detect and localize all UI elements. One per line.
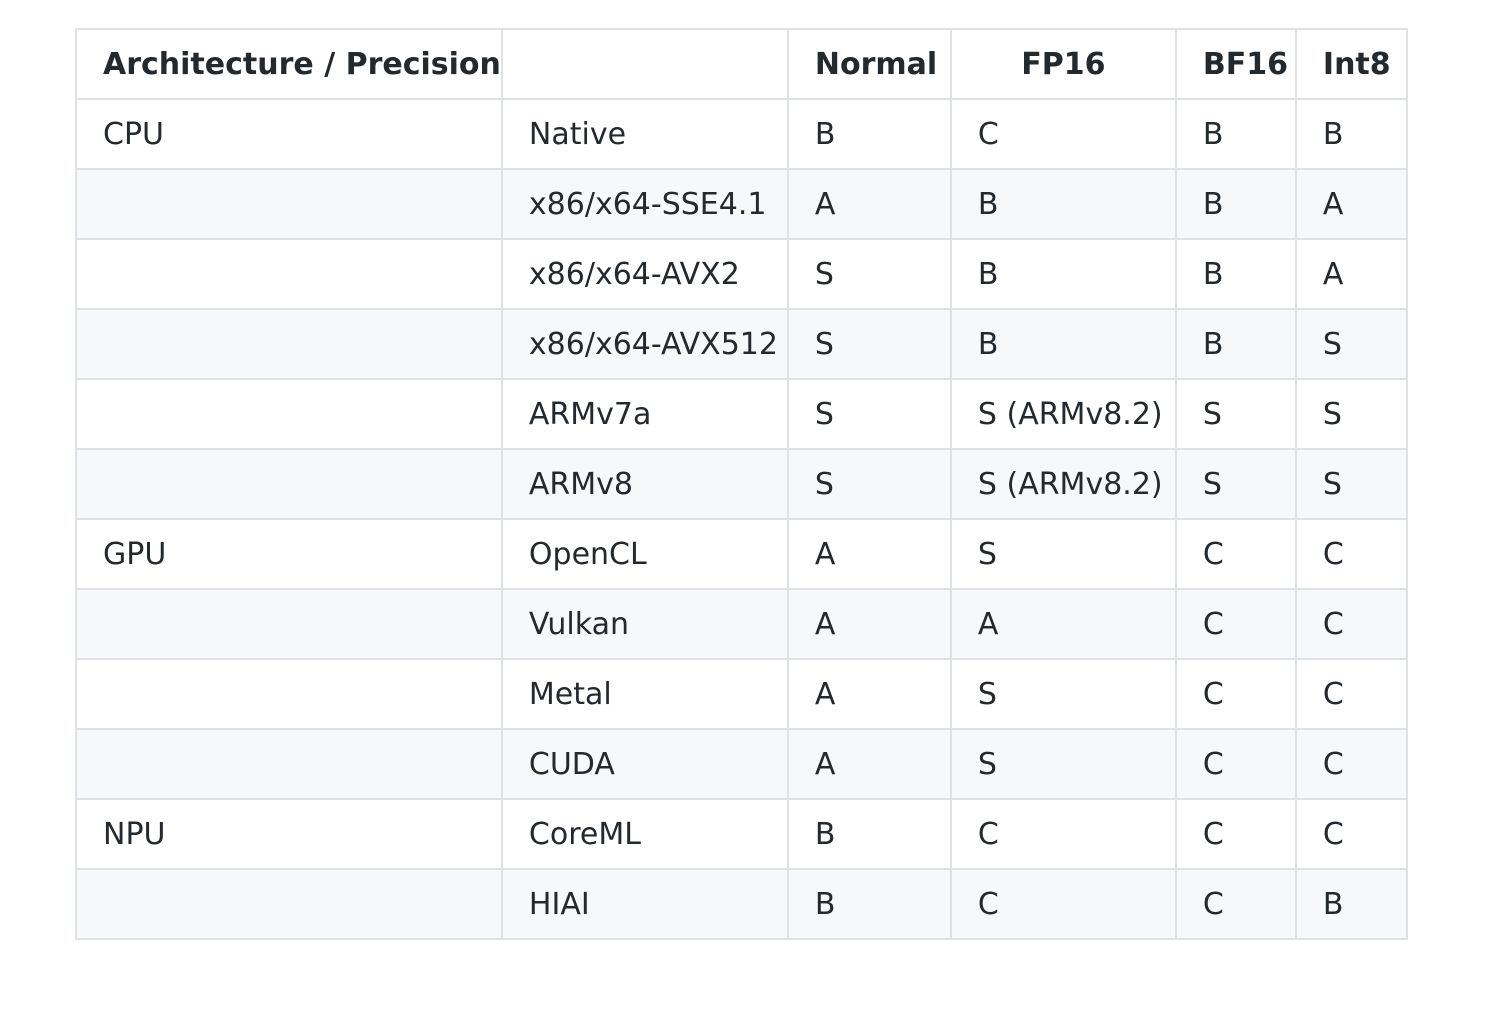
cell-bf16: B: [1174, 168, 1297, 240]
table-row: x86/x64-AVX512 S B B S: [75, 308, 1408, 380]
cell-int8: C: [1294, 588, 1408, 660]
precision-support-table: Architecture / Precision Normal FP16 BF1…: [75, 28, 1408, 940]
cell-int8: S: [1294, 448, 1408, 520]
cell-fp16: A: [949, 588, 1177, 660]
cell-fp16: S: [949, 658, 1177, 730]
cell-normal: S: [786, 378, 952, 450]
cell-normal: A: [786, 658, 952, 730]
cell-normal: A: [786, 168, 952, 240]
cell-bf16: C: [1174, 588, 1297, 660]
cell-fp16: S: [949, 728, 1177, 800]
table-row: x86/x64-SSE4.1 A B B A: [75, 168, 1408, 240]
table-row: CPU Native B C B B: [75, 98, 1408, 170]
cell-backend: ARMv8: [500, 448, 789, 520]
cell-int8: A: [1294, 168, 1408, 240]
cell-backend: CoreML: [500, 798, 789, 870]
cell-bf16: C: [1174, 658, 1297, 730]
cell-bf16: S: [1174, 448, 1297, 520]
cell-normal: B: [786, 98, 952, 170]
table-row: ARMv8 S S (ARMv8.2) S S: [75, 448, 1408, 520]
cell-normal: S: [786, 448, 952, 520]
cell-fp16: B: [949, 168, 1177, 240]
table-row: x86/x64-AVX2 S B B A: [75, 238, 1408, 310]
cell-backend: OpenCL: [500, 518, 789, 590]
cell-fp16: S: [949, 518, 1177, 590]
cell-bf16: B: [1174, 98, 1297, 170]
cell-int8: C: [1294, 658, 1408, 730]
cell-architecture: [75, 658, 503, 730]
cell-backend: CUDA: [500, 728, 789, 800]
cell-architecture: [75, 168, 503, 240]
cell-normal: A: [786, 728, 952, 800]
table-row: ARMv7a S S (ARMv8.2) S S: [75, 378, 1408, 450]
cell-int8: C: [1294, 798, 1408, 870]
cell-fp16: B: [949, 238, 1177, 310]
table-row: GPU OpenCL A S C C: [75, 518, 1408, 590]
cell-backend: x86/x64-AVX512: [500, 308, 789, 380]
cell-architecture: [75, 728, 503, 800]
cell-bf16: C: [1174, 798, 1297, 870]
cell-architecture: [75, 868, 503, 940]
cell-backend: Metal: [500, 658, 789, 730]
cell-backend: x86/x64-AVX2: [500, 238, 789, 310]
cell-backend: HIAI: [500, 868, 789, 940]
cell-bf16: B: [1174, 308, 1297, 380]
cell-fp16: S (ARMv8.2): [949, 448, 1177, 520]
table-row: CUDA A S C C: [75, 728, 1408, 800]
cell-fp16: C: [949, 798, 1177, 870]
cell-int8: B: [1294, 98, 1408, 170]
cell-bf16: C: [1174, 518, 1297, 590]
support-table-container: Architecture / Precision Normal FP16 BF1…: [75, 28, 1408, 940]
header-backend: [500, 28, 789, 100]
cell-architecture: [75, 448, 503, 520]
cell-normal: B: [786, 868, 952, 940]
cell-architecture: [75, 378, 503, 450]
cell-bf16: C: [1174, 728, 1297, 800]
cell-int8: S: [1294, 378, 1408, 450]
table-row: Vulkan A A C C: [75, 588, 1408, 660]
cell-fp16: S (ARMv8.2): [949, 378, 1177, 450]
header-int8: Int8: [1294, 28, 1408, 100]
cell-normal: B: [786, 798, 952, 870]
table-header-row: Architecture / Precision Normal FP16 BF1…: [75, 28, 1408, 100]
cell-int8: C: [1294, 518, 1408, 590]
cell-fp16: B: [949, 308, 1177, 380]
cell-int8: S: [1294, 308, 1408, 380]
cell-fp16: C: [949, 98, 1177, 170]
cell-int8: A: [1294, 238, 1408, 310]
cell-architecture: GPU: [75, 518, 503, 590]
cell-backend: ARMv7a: [500, 378, 789, 450]
table-row: NPU CoreML B C C C: [75, 798, 1408, 870]
cell-bf16: S: [1174, 378, 1297, 450]
cell-backend: Vulkan: [500, 588, 789, 660]
cell-normal: A: [786, 588, 952, 660]
cell-backend: Native: [500, 98, 789, 170]
header-architecture: Architecture / Precision: [75, 28, 503, 100]
cell-int8: B: [1294, 868, 1408, 940]
cell-architecture: NPU: [75, 798, 503, 870]
cell-architecture: [75, 238, 503, 310]
header-normal: Normal: [786, 28, 952, 100]
cell-architecture: [75, 588, 503, 660]
cell-bf16: B: [1174, 238, 1297, 310]
cell-int8: C: [1294, 728, 1408, 800]
header-fp16: FP16: [949, 28, 1177, 100]
cell-bf16: C: [1174, 868, 1297, 940]
table-row: HIAI B C C B: [75, 868, 1408, 940]
cell-architecture: [75, 308, 503, 380]
cell-architecture: CPU: [75, 98, 503, 170]
cell-backend: x86/x64-SSE4.1: [500, 168, 789, 240]
cell-normal: S: [786, 238, 952, 310]
table-row: Metal A S C C: [75, 658, 1408, 730]
cell-normal: S: [786, 308, 952, 380]
header-bf16: BF16: [1174, 28, 1297, 100]
cell-normal: A: [786, 518, 952, 590]
cell-fp16: C: [949, 868, 1177, 940]
